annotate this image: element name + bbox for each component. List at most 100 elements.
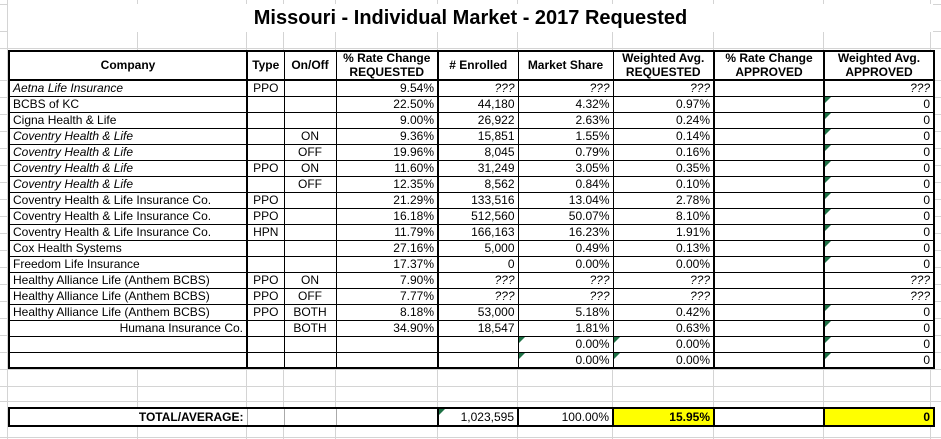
cell-rate-change-requested[interactable]: 22.50% xyxy=(335,95,439,113)
cell-enrolled[interactable]: ??? xyxy=(437,271,519,289)
cell-rate-change-requested[interactable]: 8.18% xyxy=(335,303,439,321)
cell-market-share[interactable]: 1.55% xyxy=(517,127,614,145)
cell-market-share[interactable]: 0.00% xyxy=(517,255,614,273)
cell-market-share[interactable]: 50.07% xyxy=(517,207,614,225)
cell-type[interactable]: PPO xyxy=(246,271,285,289)
cell-weighted-avg-requested[interactable]: 0.14% xyxy=(612,127,715,145)
cell-rate-change-approved[interactable] xyxy=(713,223,825,241)
cell-rate-change-requested[interactable]: 7.77% xyxy=(335,287,439,305)
cell-company[interactable]: Cox Health Systems xyxy=(8,239,248,257)
cell-company[interactable]: Humana Insurance Co. xyxy=(8,319,248,337)
cell-onoff[interactable]: ON xyxy=(283,159,337,177)
cell-market-share[interactable]: 16.23% xyxy=(517,223,614,241)
cell-market-share[interactable]: ??? xyxy=(517,79,614,97)
cell-onoff[interactable]: OFF xyxy=(283,287,337,305)
cell-market-share[interactable]: 3.05% xyxy=(517,159,614,177)
cell-market-share[interactable]: 0.00% xyxy=(517,351,614,369)
cell-market-share[interactable]: 0.49% xyxy=(517,239,614,257)
cell-rate-change-approved[interactable] xyxy=(713,79,825,97)
cell-onoff[interactable]: OFF xyxy=(283,143,337,161)
cell-onoff[interactable]: ON xyxy=(283,271,337,289)
cell-rate-change-approved[interactable] xyxy=(713,95,825,113)
cell-weighted-avg-approved[interactable]: 0 xyxy=(823,223,935,241)
cell-type[interactable] xyxy=(246,143,285,161)
column-header-rate-change-requested[interactable]: % Rate Change REQUESTED xyxy=(335,50,439,81)
cell-onoff[interactable]: BOTH xyxy=(283,319,337,337)
cell-weighted-avg-approved[interactable]: 0 xyxy=(823,351,935,369)
cell-weighted-avg-requested[interactable]: 0.63% xyxy=(612,319,715,337)
cell-weighted-avg-requested[interactable]: 0.00% xyxy=(612,351,715,369)
cell-rate-change-requested[interactable]: 11.60% xyxy=(335,159,439,177)
cell-company[interactable]: BCBS of KC xyxy=(8,95,248,113)
cell-rate-change-requested[interactable]: 16.18% xyxy=(335,207,439,225)
cell-type[interactable]: PPO xyxy=(246,303,285,321)
cell-weighted-avg-requested[interactable]: 0.13% xyxy=(612,239,715,257)
cell-rate-change-approved[interactable] xyxy=(713,175,825,193)
cell-rate-change-requested[interactable]: 9.54% xyxy=(335,79,439,97)
cell-type[interactable] xyxy=(246,319,285,337)
cell-type[interactable]: HPN xyxy=(246,223,285,241)
cell-enrolled[interactable]: 133,516 xyxy=(437,191,519,209)
cell-weighted-avg-approved[interactable]: 0 xyxy=(823,143,935,161)
cell-enrolled[interactable] xyxy=(437,351,519,369)
cell-weighted-avg-approved[interactable]: 0 xyxy=(823,95,935,113)
cell-rate-change-approved[interactable] xyxy=(713,303,825,321)
cell-enrolled[interactable]: 8,562 xyxy=(437,175,519,193)
cell-type[interactable] xyxy=(246,335,285,353)
cell-company[interactable]: Freedom Life Insurance xyxy=(8,255,248,273)
column-header-market-share[interactable]: Market Share xyxy=(517,50,614,81)
cell-company[interactable]: Coventry Health & Life xyxy=(8,127,248,145)
cell-weighted-avg-requested[interactable]: 0.00% xyxy=(612,255,715,273)
cell-weighted-avg-requested[interactable]: 0.10% xyxy=(612,175,715,193)
total-spacer-onoff[interactable] xyxy=(283,408,336,426)
cell-weighted-avg-approved[interactable]: 0 xyxy=(823,319,935,337)
cell-company[interactable]: Healthy Alliance Life (Anthem BCBS) xyxy=(8,287,248,305)
cell-onoff[interactable] xyxy=(283,223,337,241)
cell-rate-change-requested[interactable] xyxy=(335,335,439,353)
cell-company[interactable]: Coventry Health & Life Insurance Co. xyxy=(8,223,248,241)
cell-rate-change-requested[interactable]: 9.00% xyxy=(335,111,439,129)
cell-enrolled[interactable]: 0 xyxy=(437,255,519,273)
cell-type[interactable] xyxy=(246,175,285,193)
cell-type[interactable] xyxy=(246,95,285,113)
cell-rate-change-approved[interactable] xyxy=(713,127,825,145)
cell-onoff[interactable] xyxy=(283,255,337,273)
cell-type[interactable] xyxy=(246,255,285,273)
cell-company[interactable]: Healthy Alliance Life (Anthem BCBS) xyxy=(8,271,248,289)
cell-weighted-avg-approved[interactable]: 0 xyxy=(823,303,935,321)
column-header-rate-change-approved[interactable]: % Rate Change APPROVED xyxy=(713,50,825,81)
cell-market-share[interactable]: 5.18% xyxy=(517,303,614,321)
cell-rate-change-approved[interactable] xyxy=(713,287,825,305)
cell-rate-change-approved[interactable] xyxy=(713,191,825,209)
cell-onoff[interactable] xyxy=(283,335,337,353)
column-header-onoff[interactable]: On/Off xyxy=(283,50,337,81)
cell-enrolled[interactable]: 26,922 xyxy=(437,111,519,129)
cell-company[interactable]: Coventry Health & Life xyxy=(8,175,248,193)
cell-rate-change-approved[interactable] xyxy=(713,335,825,353)
cell-weighted-avg-approved[interactable]: 0 xyxy=(823,191,935,209)
cell-enrolled[interactable]: 8,045 xyxy=(437,143,519,161)
cell-rate-change-requested[interactable]: 9.36% xyxy=(335,127,439,145)
total-enrolled[interactable]: 1,023,595 xyxy=(437,408,518,426)
cell-weighted-avg-requested[interactable]: 0.16% xyxy=(612,143,715,161)
cell-market-share[interactable]: 1.81% xyxy=(517,319,614,337)
cell-onoff[interactable] xyxy=(283,79,337,97)
cell-onoff[interactable] xyxy=(283,111,337,129)
column-header-company[interactable]: Company xyxy=(8,50,248,81)
cell-rate-change-requested[interactable]: 21.29% xyxy=(335,191,439,209)
cell-market-share[interactable]: 0.79% xyxy=(517,143,614,161)
cell-enrolled[interactable]: 15,851 xyxy=(437,127,519,145)
cell-company[interactable]: Coventry Health & Life Insurance Co. xyxy=(8,207,248,225)
cell-weighted-avg-approved[interactable]: 0 xyxy=(823,239,935,257)
cell-onoff[interactable] xyxy=(283,207,337,225)
cell-weighted-avg-requested[interactable]: 0.35% xyxy=(612,159,715,177)
cell-onoff[interactable]: ON xyxy=(283,127,337,145)
cell-weighted-avg-approved[interactable]: ??? xyxy=(823,271,935,289)
cell-market-share[interactable]: ??? xyxy=(517,271,614,289)
cell-company[interactable] xyxy=(8,351,248,369)
cell-company[interactable]: Coventry Health & Life xyxy=(8,143,248,161)
cell-weighted-avg-requested[interactable]: ??? xyxy=(612,271,715,289)
column-header-enrolled[interactable]: # Enrolled xyxy=(437,50,519,81)
cell-onoff[interactable] xyxy=(283,351,337,369)
cell-weighted-avg-approved[interactable]: 0 xyxy=(823,335,935,353)
